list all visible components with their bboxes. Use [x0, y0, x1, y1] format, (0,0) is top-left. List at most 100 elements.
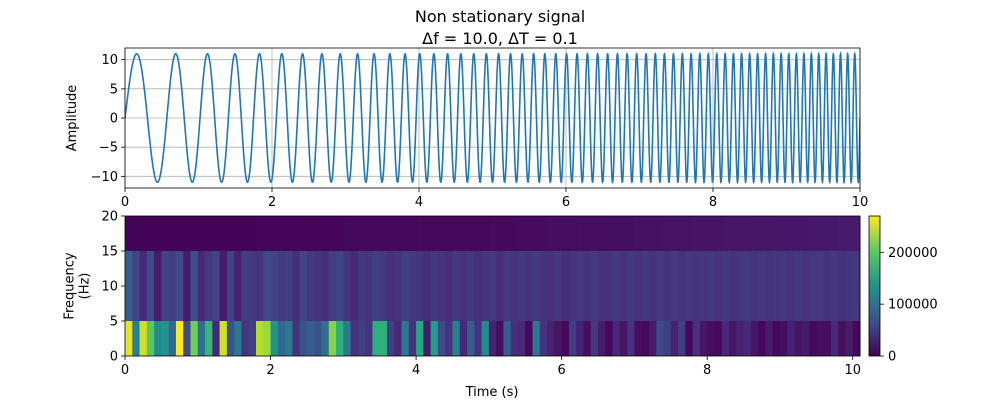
- spectrogram-cell: [292, 216, 301, 251]
- spectrogram-cell: [561, 216, 570, 251]
- spectrogram-cell: [648, 216, 657, 251]
- spectrogram-y-label-line: Frequency: [63, 252, 78, 319]
- spectrogram-cell: [401, 251, 410, 321]
- spectrogram-cell: [416, 216, 424, 251]
- spectrogram-cell: [779, 216, 788, 251]
- spectrogram-cell: [750, 321, 759, 356]
- spectrogram-cell: [263, 251, 271, 321]
- spectrogram-cell: [219, 251, 228, 321]
- spectrogram-cell: [554, 251, 563, 321]
- spectrogram-cell: [190, 321, 199, 356]
- spectrogram-cell: [132, 321, 140, 356]
- spectrogram-cell: [692, 251, 701, 321]
- spectrogram-cell: [619, 321, 628, 356]
- spectrogram-cell: [285, 251, 293, 321]
- spectrogram-cell: [416, 321, 424, 356]
- signal-x-tick-label: 2: [268, 195, 276, 210]
- spectrogram-cell: [386, 251, 395, 321]
- spectrogram-cell: [765, 251, 774, 321]
- spectrogram-cell: [467, 216, 475, 251]
- spectrogram-cell: [248, 251, 257, 321]
- spectrogram-cell: [794, 321, 803, 356]
- spectrogram-cell: [561, 251, 570, 321]
- spectrogram-cell: [627, 251, 635, 321]
- spectrogram-cell: [168, 216, 177, 251]
- spectrogram-cell: [729, 321, 737, 356]
- spectrogram-cell: [445, 251, 453, 321]
- spectrogram-cell: [277, 251, 286, 321]
- spectrogram-cell: [459, 321, 468, 356]
- spectrogram-cell: [488, 216, 497, 251]
- spectrogram-cell: [168, 251, 177, 321]
- spectrogram-cell: [255, 321, 264, 356]
- spectrogram-cell: [459, 216, 468, 251]
- spectrogram-cell: [255, 251, 264, 321]
- spectrogram-cell: [532, 321, 541, 356]
- spectrogram-cell: [423, 251, 432, 321]
- spectrogram-cell: [830, 321, 839, 356]
- spectrogram-cell: [736, 251, 744, 321]
- spectrogram-cell: [554, 321, 563, 356]
- spectrogram-cell: [590, 216, 599, 251]
- spectrogram-cell: [481, 321, 490, 356]
- spectrogram-cell: [758, 321, 766, 356]
- spectrogram-cell: [234, 321, 242, 356]
- spectrogram-cell: [852, 216, 861, 251]
- spectrogram-cell: [241, 216, 250, 251]
- spectrogram-x-tick-label: 0: [121, 363, 129, 378]
- spectrogram-cell: [154, 251, 162, 321]
- spectrogram-cell: [532, 216, 541, 251]
- spectrogram-cell: [452, 216, 461, 251]
- spectrogram-cell: [532, 251, 541, 321]
- spectrogram-cell: [699, 321, 708, 356]
- spectrogram-cell: [845, 321, 854, 356]
- spectrogram-cell: [656, 321, 664, 356]
- spectrogram-cell: [430, 251, 439, 321]
- spectrogram-cell: [234, 251, 242, 321]
- spectrogram-cell: [430, 216, 439, 251]
- spectrogram-cell: [161, 321, 170, 356]
- spectrogram-cell: [729, 251, 737, 321]
- spectrogram-cell: [779, 321, 788, 356]
- spectrogram-cell: [816, 251, 825, 321]
- spectrogram-cell: [183, 251, 191, 321]
- spectrogram-cell: [350, 321, 359, 356]
- spectrogram-cell: [197, 251, 206, 321]
- spectrogram-cell: [787, 251, 795, 321]
- spectrogram-cell: [175, 216, 184, 251]
- signal-x-ticks: 0 2 4 6 8 10: [121, 188, 868, 210]
- spectrogram-cell: [175, 251, 184, 321]
- spectrogram-cell: [205, 251, 213, 321]
- spectrogram-y-tick-label: 0: [110, 350, 118, 365]
- spectrogram-y-ticks: 0 5 10 15 20: [101, 210, 125, 365]
- spectrogram-cell: [386, 321, 395, 356]
- spectrogram-cell: [481, 251, 490, 321]
- spectrogram-cells: [125, 216, 861, 356]
- spectrogram-cell: [416, 251, 424, 321]
- spectrogram-cell: [823, 321, 832, 356]
- spectrogram-cell: [503, 321, 512, 356]
- spectrogram-cell: [321, 216, 330, 251]
- spectrogram-cell: [277, 216, 286, 251]
- spectrogram-cell: [241, 321, 250, 356]
- spectrogram-cell: [277, 321, 286, 356]
- spectrogram-cell: [481, 216, 490, 251]
- spectrogram-cell: [743, 216, 752, 251]
- spectrogram-cell: [605, 251, 613, 321]
- spectrogram-cell: [357, 321, 366, 356]
- spectrogram-cell: [314, 251, 322, 321]
- spectrogram-cell: [707, 321, 715, 356]
- spectrogram-cell: [234, 216, 242, 251]
- spectrogram-cell: [328, 321, 337, 356]
- spectrogram-cell: [547, 216, 555, 251]
- spectrogram-cell: [168, 321, 177, 356]
- spectrogram-cell: [809, 321, 817, 356]
- spectrogram-cell: [175, 321, 184, 356]
- spectrogram-cell: [161, 216, 170, 251]
- spectrogram-cell: [619, 251, 628, 321]
- spectrogram-cell: [408, 251, 417, 321]
- spectrogram-cell: [146, 216, 155, 251]
- spectrogram-cell: [678, 321, 686, 356]
- spectrogram-cell: [212, 321, 221, 356]
